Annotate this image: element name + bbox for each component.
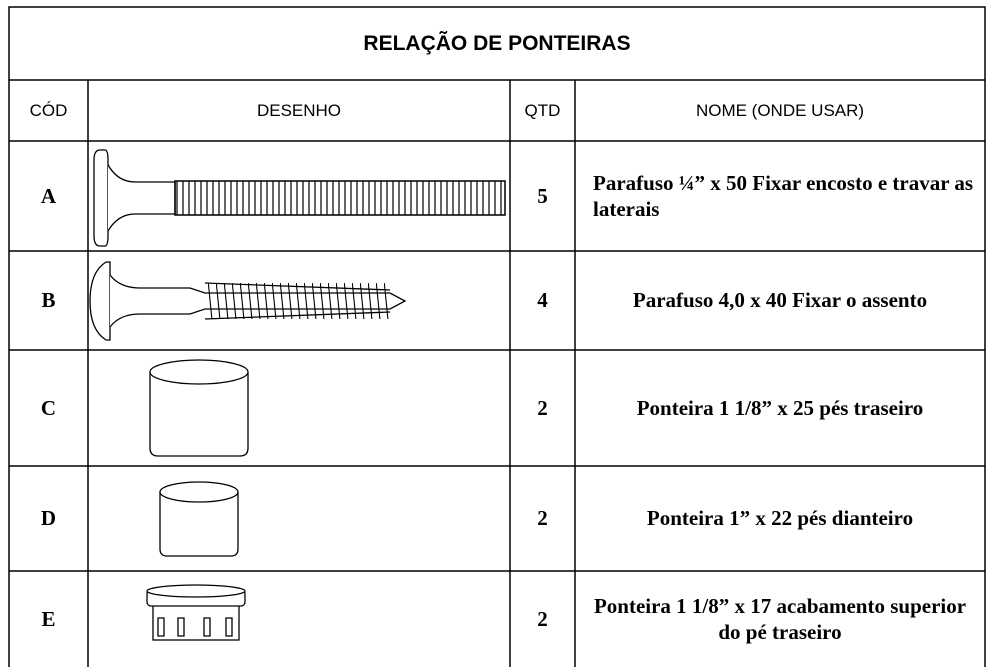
code-cell: B <box>41 288 56 313</box>
cap-d-drawing <box>159 481 239 557</box>
name-cell: Ponteira 1 1/8” x 25 pés traseiro <box>636 395 924 420</box>
qty-cell: 4 <box>537 288 548 313</box>
qty-cell: 2 <box>537 506 548 531</box>
code-cell: E <box>41 606 56 631</box>
qty-cell: 2 <box>537 395 548 420</box>
table-title: RELAÇÃO DE PONTEIRAS <box>363 31 631 55</box>
code-cell: D <box>40 506 57 531</box>
name-cell: Ponteira 1 1/8” x 17 acabamento superior… <box>593 593 967 644</box>
cap-e-drawing <box>146 584 246 641</box>
header-cell: DESENHO <box>256 100 342 120</box>
bolt-a-drawing <box>93 149 506 247</box>
name-cell: Parafuso 4,0 x 40 Fixar o assento <box>632 288 928 313</box>
qty-cell: 2 <box>537 606 548 631</box>
header-cell: QTD <box>524 100 561 120</box>
screw-b-drawing <box>89 261 407 341</box>
header-cell: NOME (ONDE USAR) <box>695 100 865 120</box>
code-cell: A <box>40 183 57 208</box>
code-cell: C <box>40 395 57 420</box>
header-cell: CÓD <box>29 100 68 120</box>
grid <box>8 6 986 667</box>
name-cell: Ponteira 1” x 22 pés dianteiro <box>646 506 914 531</box>
cap-c-drawing <box>149 359 249 457</box>
name-cell: Parafuso ¼” x 50 Fixar encosto e travar … <box>593 170 974 221</box>
qty-cell: 5 <box>537 183 548 208</box>
